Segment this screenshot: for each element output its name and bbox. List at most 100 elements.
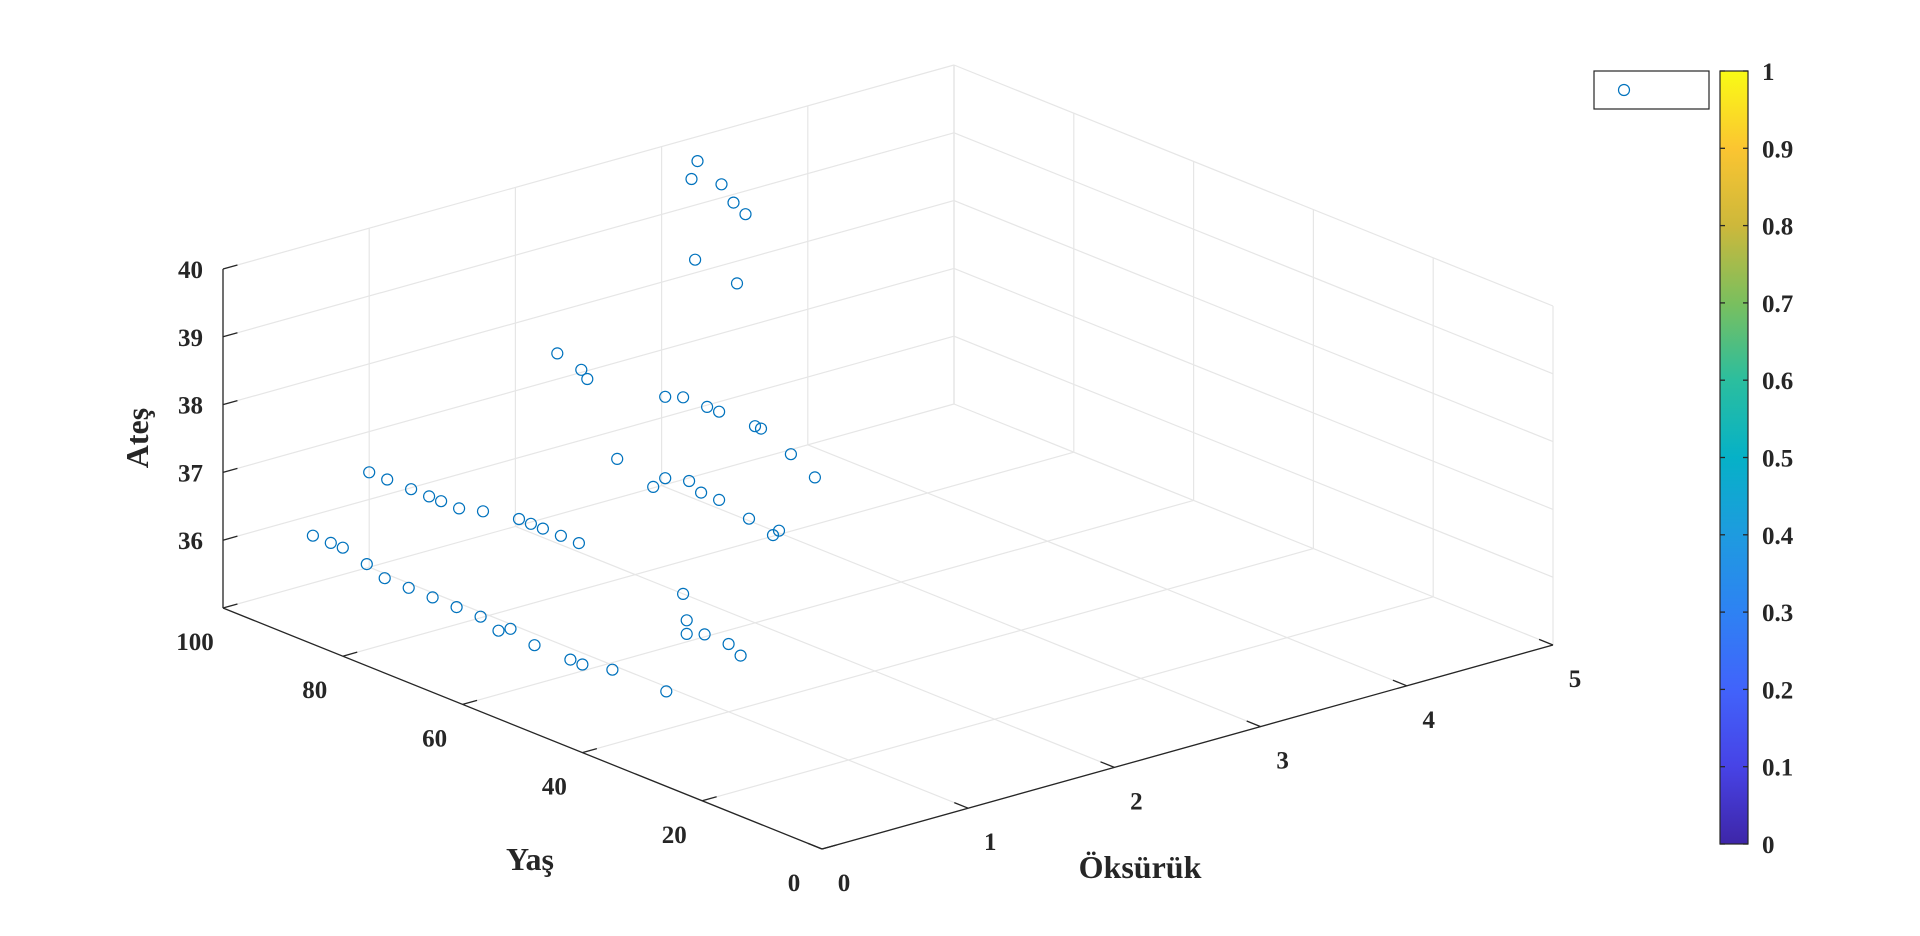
data-point (528, 639, 541, 652)
data-point (766, 528, 780, 542)
x-tick-mark (1538, 638, 1554, 646)
grid-line-back-z (222, 335, 955, 541)
y-tick-mark (342, 651, 358, 657)
y-axis-line (222, 607, 823, 850)
x-tick-mark (1392, 679, 1408, 687)
z-tick-mark (222, 332, 238, 338)
data-point (504, 622, 517, 635)
colorbar-tick-label: 0.2 (1762, 677, 1793, 704)
y-tick-mark (821, 844, 837, 850)
data-point (360, 557, 373, 571)
grid-line-side-z (953, 132, 1554, 375)
data-point (676, 587, 690, 601)
data-point (426, 591, 439, 604)
y-tick-label: 20 (662, 822, 687, 849)
data-point (694, 486, 708, 499)
x-tick-label: 1 (984, 829, 997, 856)
data-point (659, 472, 672, 485)
y-tick-mark (702, 796, 717, 802)
data-point (680, 614, 693, 627)
x-tick-label: 3 (1276, 748, 1289, 775)
data-point (722, 637, 735, 651)
data-point (581, 372, 594, 386)
data-point (423, 490, 436, 503)
data-point (682, 474, 696, 488)
colorbar-tick-label: 0.7 (1762, 291, 1793, 318)
data-point (647, 480, 660, 493)
grid-line-floor-x (807, 444, 1408, 687)
data-point (659, 390, 672, 403)
data-point (712, 493, 726, 506)
data-point (742, 512, 756, 525)
data-point (676, 391, 690, 404)
z-tick-mark (222, 467, 238, 474)
grid-line-side-z (953, 335, 1554, 578)
colorbar-tick-label: 0 (1762, 832, 1775, 859)
grid-line-floor-x (515, 525, 1115, 768)
grid-line-floor-x (953, 403, 1554, 646)
colorbar-tick-label: 0.8 (1762, 214, 1793, 241)
grid-line-floor-y (342, 451, 1074, 657)
data-point (575, 363, 588, 376)
colorbar-tick-label: 0.9 (1762, 136, 1793, 163)
data-point (611, 452, 624, 465)
data-point (691, 155, 704, 168)
data-point (435, 495, 448, 508)
colorbar-tick-label: 0.4 (1762, 523, 1794, 550)
y-axis-label: Yaş (506, 841, 554, 877)
data-point (748, 420, 762, 433)
data-point (336, 541, 349, 554)
z-tick-mark (222, 535, 238, 541)
data-point (700, 400, 714, 413)
x-tick-label: 5 (1569, 666, 1582, 693)
z-tick-mark (222, 399, 238, 406)
z-tick-mark (222, 264, 238, 270)
data-point (402, 581, 415, 594)
data-point (512, 512, 526, 526)
data-point (688, 253, 702, 266)
z-axis-label: Ateş (119, 408, 155, 468)
data-point (492, 624, 505, 637)
z-tick-label: 36 (178, 528, 203, 555)
z-tick-label: 40 (178, 257, 203, 284)
x-tick-label: 2 (1130, 788, 1143, 815)
data-point (739, 208, 752, 221)
data-point (715, 178, 728, 191)
grid-line-floor-x (661, 485, 1261, 728)
data-point (306, 529, 319, 542)
grid-line-floor-x (368, 566, 969, 809)
data-point (730, 277, 744, 290)
data-point (564, 653, 577, 666)
data-point (685, 172, 698, 186)
data-point (572, 536, 586, 550)
y-tick-label: 40 (542, 774, 567, 801)
data-point (727, 196, 740, 209)
z-tick-label: 37 (178, 460, 203, 487)
grid-line-back-z (222, 64, 955, 270)
data-point (474, 610, 487, 623)
data-point (698, 628, 711, 641)
colorbar-tick-label: 0.3 (1762, 600, 1793, 627)
legend[interactable] (1593, 70, 1710, 110)
data-point (536, 522, 550, 535)
grid-line-side-z (953, 64, 1554, 307)
data-point (551, 347, 564, 360)
data-point (576, 658, 589, 671)
x-tick-mark (1100, 761, 1115, 769)
x-tick-mark (954, 801, 969, 809)
data-point (808, 471, 822, 484)
grid-line-side-z (953, 267, 1554, 510)
y-tick-label: 0 (788, 870, 801, 897)
data-point (324, 536, 337, 550)
data-point (524, 517, 538, 530)
grid-line-back-z (222, 267, 955, 473)
x-tick-mark (807, 842, 823, 850)
data-point (606, 663, 619, 676)
colorbar-ticks: 0 0.1 0.2 0.3 0.4 0.5 0.6 0.7 0.8 0.9 1 (1720, 59, 1794, 859)
x-axis-label: Öksürük (1079, 849, 1202, 885)
x-tick-label: 0 (838, 870, 851, 897)
x-tick-mark (1246, 720, 1261, 728)
data-point (450, 600, 463, 614)
grid-line-floor-y (702, 596, 1434, 802)
